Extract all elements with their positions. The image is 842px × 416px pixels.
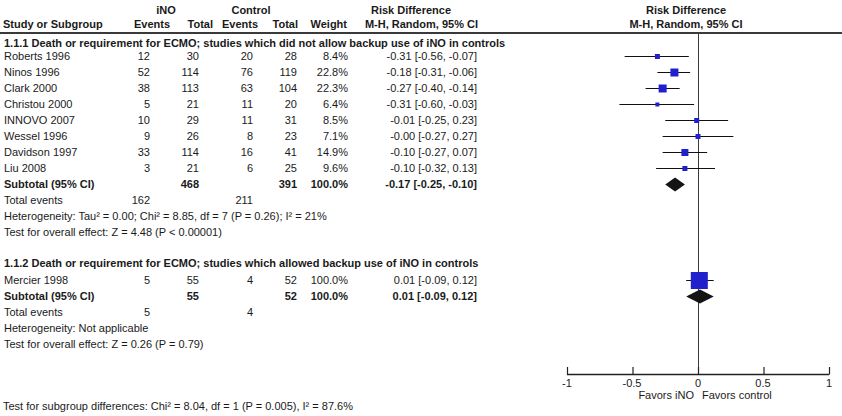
study-label: Clark 2000 [4, 81, 57, 95]
plot-title-mh-random-ci: M-H, Random, 95% CI [606, 17, 766, 31]
overall-effect-text: Test for overall effect: Z = 0.26 (P = 0… [4, 337, 204, 351]
rd-ci-cell: -0.27 [-0.40, -0.14] [337, 81, 477, 95]
column-study-or-subgroup: Study or Subgroup [3, 17, 103, 31]
study-label: Mercier 1998 [4, 273, 68, 287]
subtotal-row: Subtotal (95% CI)468391100.0%-0.17 [-0.2… [0, 176, 842, 192]
heterogeneity-row: Heterogeneity: Not applicable [0, 320, 842, 336]
subgroup-difference-test: Test for subgroup differences: Chi² = 8.… [3, 400, 353, 412]
study-label: Christou 2000 [4, 97, 73, 111]
overall-effect-text: Test for overall effect: Z = 4.48 (P < 0… [4, 225, 222, 239]
study-row: Ninos 1996521147611922.8%-0.18 [-0.31, -… [0, 64, 842, 80]
study-row: INNOVO 2007102911318.5%-0.01 [-0.25, 0.2… [0, 112, 842, 128]
subgroup-heading: 1.1.2 Death or requirement for ECMO; stu… [4, 256, 644, 270]
subtotal-row: Subtotal (95% CI)5552100.0%0.01 [-0.09, … [0, 288, 842, 304]
study-row: Christou 200052111206.4%-0.31 [-0.60, -0… [0, 96, 842, 112]
study-label: INNOVO 2007 [4, 113, 75, 127]
study-row: Roberts 1996123020288.4%-0.31 [-0.56, -0… [0, 48, 842, 64]
study-row: Clark 2000381136310422.3%-0.27 [-0.40, -… [0, 80, 842, 96]
rd-ci-cell: -0.18 [-0.31, -0.06] [337, 65, 477, 79]
total-ino-cell: 55 [129, 289, 199, 303]
total-events-label: Total events [4, 305, 63, 319]
heterogeneity-row: Heterogeneity: Tau² = 0.00; Chi² = 8.85,… [0, 208, 842, 224]
heterogeneity-text: Heterogeneity: Not applicable [4, 321, 148, 335]
column-events-ino: Events [110, 17, 170, 31]
study-row: Davidson 199733114164114.9%-0.10 [-0.27,… [0, 144, 842, 160]
study-row: Liu 20083216259.6%-0.10 [-0.32, 0.13] [0, 160, 842, 176]
total-ino-cell: 468 [129, 177, 199, 191]
column-events-control: Events [198, 17, 258, 31]
study-label: Ninos 1996 [4, 65, 60, 79]
rd-ci-cell: 0.01 [-0.09, 0.12] [337, 273, 477, 287]
total-events-control-cell: 4 [183, 305, 253, 319]
column-group-ino: iNO [136, 3, 196, 17]
total-events-ino-cell: 5 [80, 305, 150, 319]
overall-effect-row: Test for overall effect: Z = 0.26 (P = 0… [0, 336, 842, 352]
rd-ci-cell: -0.31 [-0.60, -0.03] [337, 97, 477, 111]
favors-left-label: Favors iNO [560, 388, 694, 402]
heterogeneity-text: Heterogeneity: Tau² = 0.00; Chi² = 8.85,… [4, 209, 327, 223]
study-row: Wessel 19969268237.1%-0.00 [-0.27, 0.27] [0, 128, 842, 144]
column-risk-difference: Risk Difference [341, 3, 481, 17]
rd-ci-cell: -0.10 [-0.27, 0.07] [337, 145, 477, 159]
total-events-label: Total events [4, 193, 63, 207]
subtotal-label: Subtotal (95% CI) [4, 177, 94, 191]
total-events-control-cell: 211 [183, 193, 253, 207]
column-group-control: Control [211, 3, 291, 17]
column-mh-random-ci: M-H, Random, 95% CI [338, 17, 478, 31]
forest-plot: iNO Control Risk Difference Risk Differe… [0, 0, 842, 416]
total-events-ino-cell: 162 [80, 193, 150, 207]
subtotal-label: Subtotal (95% CI) [4, 289, 94, 303]
total-events-row: Total events 5 4 [0, 304, 842, 320]
rd-ci-cell: -0.10 [-0.32, 0.13] [337, 161, 477, 175]
study-label: Roberts 1996 [4, 49, 70, 63]
study-label: Davidson 1997 [4, 145, 77, 159]
header-divider [0, 32, 842, 34]
plot-title-risk-difference: Risk Difference [606, 3, 766, 17]
rd-ci-cell: -0.31 [-0.56, -0.07] [337, 49, 477, 63]
study-label: Wessel 1996 [4, 129, 67, 143]
study-row: Mercier 1998555452100.0%0.01 [-0.09, 0.1… [0, 272, 842, 288]
rd-ci-cell: -0.00 [-0.27, 0.27] [337, 129, 477, 143]
rd-ci-cell: -0.01 [-0.25, 0.23] [337, 113, 477, 127]
favors-right-label: Favors control [702, 388, 842, 402]
rd-ci-cell: -0.17 [-0.25, -0.10] [337, 177, 477, 191]
total-events-row: Total events 162 211 [0, 192, 842, 208]
rd-ci-cell: 0.01 [-0.09, 0.12] [337, 289, 477, 303]
study-label: Liu 2008 [4, 161, 46, 175]
overall-effect-row: Test for overall effect: Z = 4.48 (P < 0… [0, 224, 842, 240]
